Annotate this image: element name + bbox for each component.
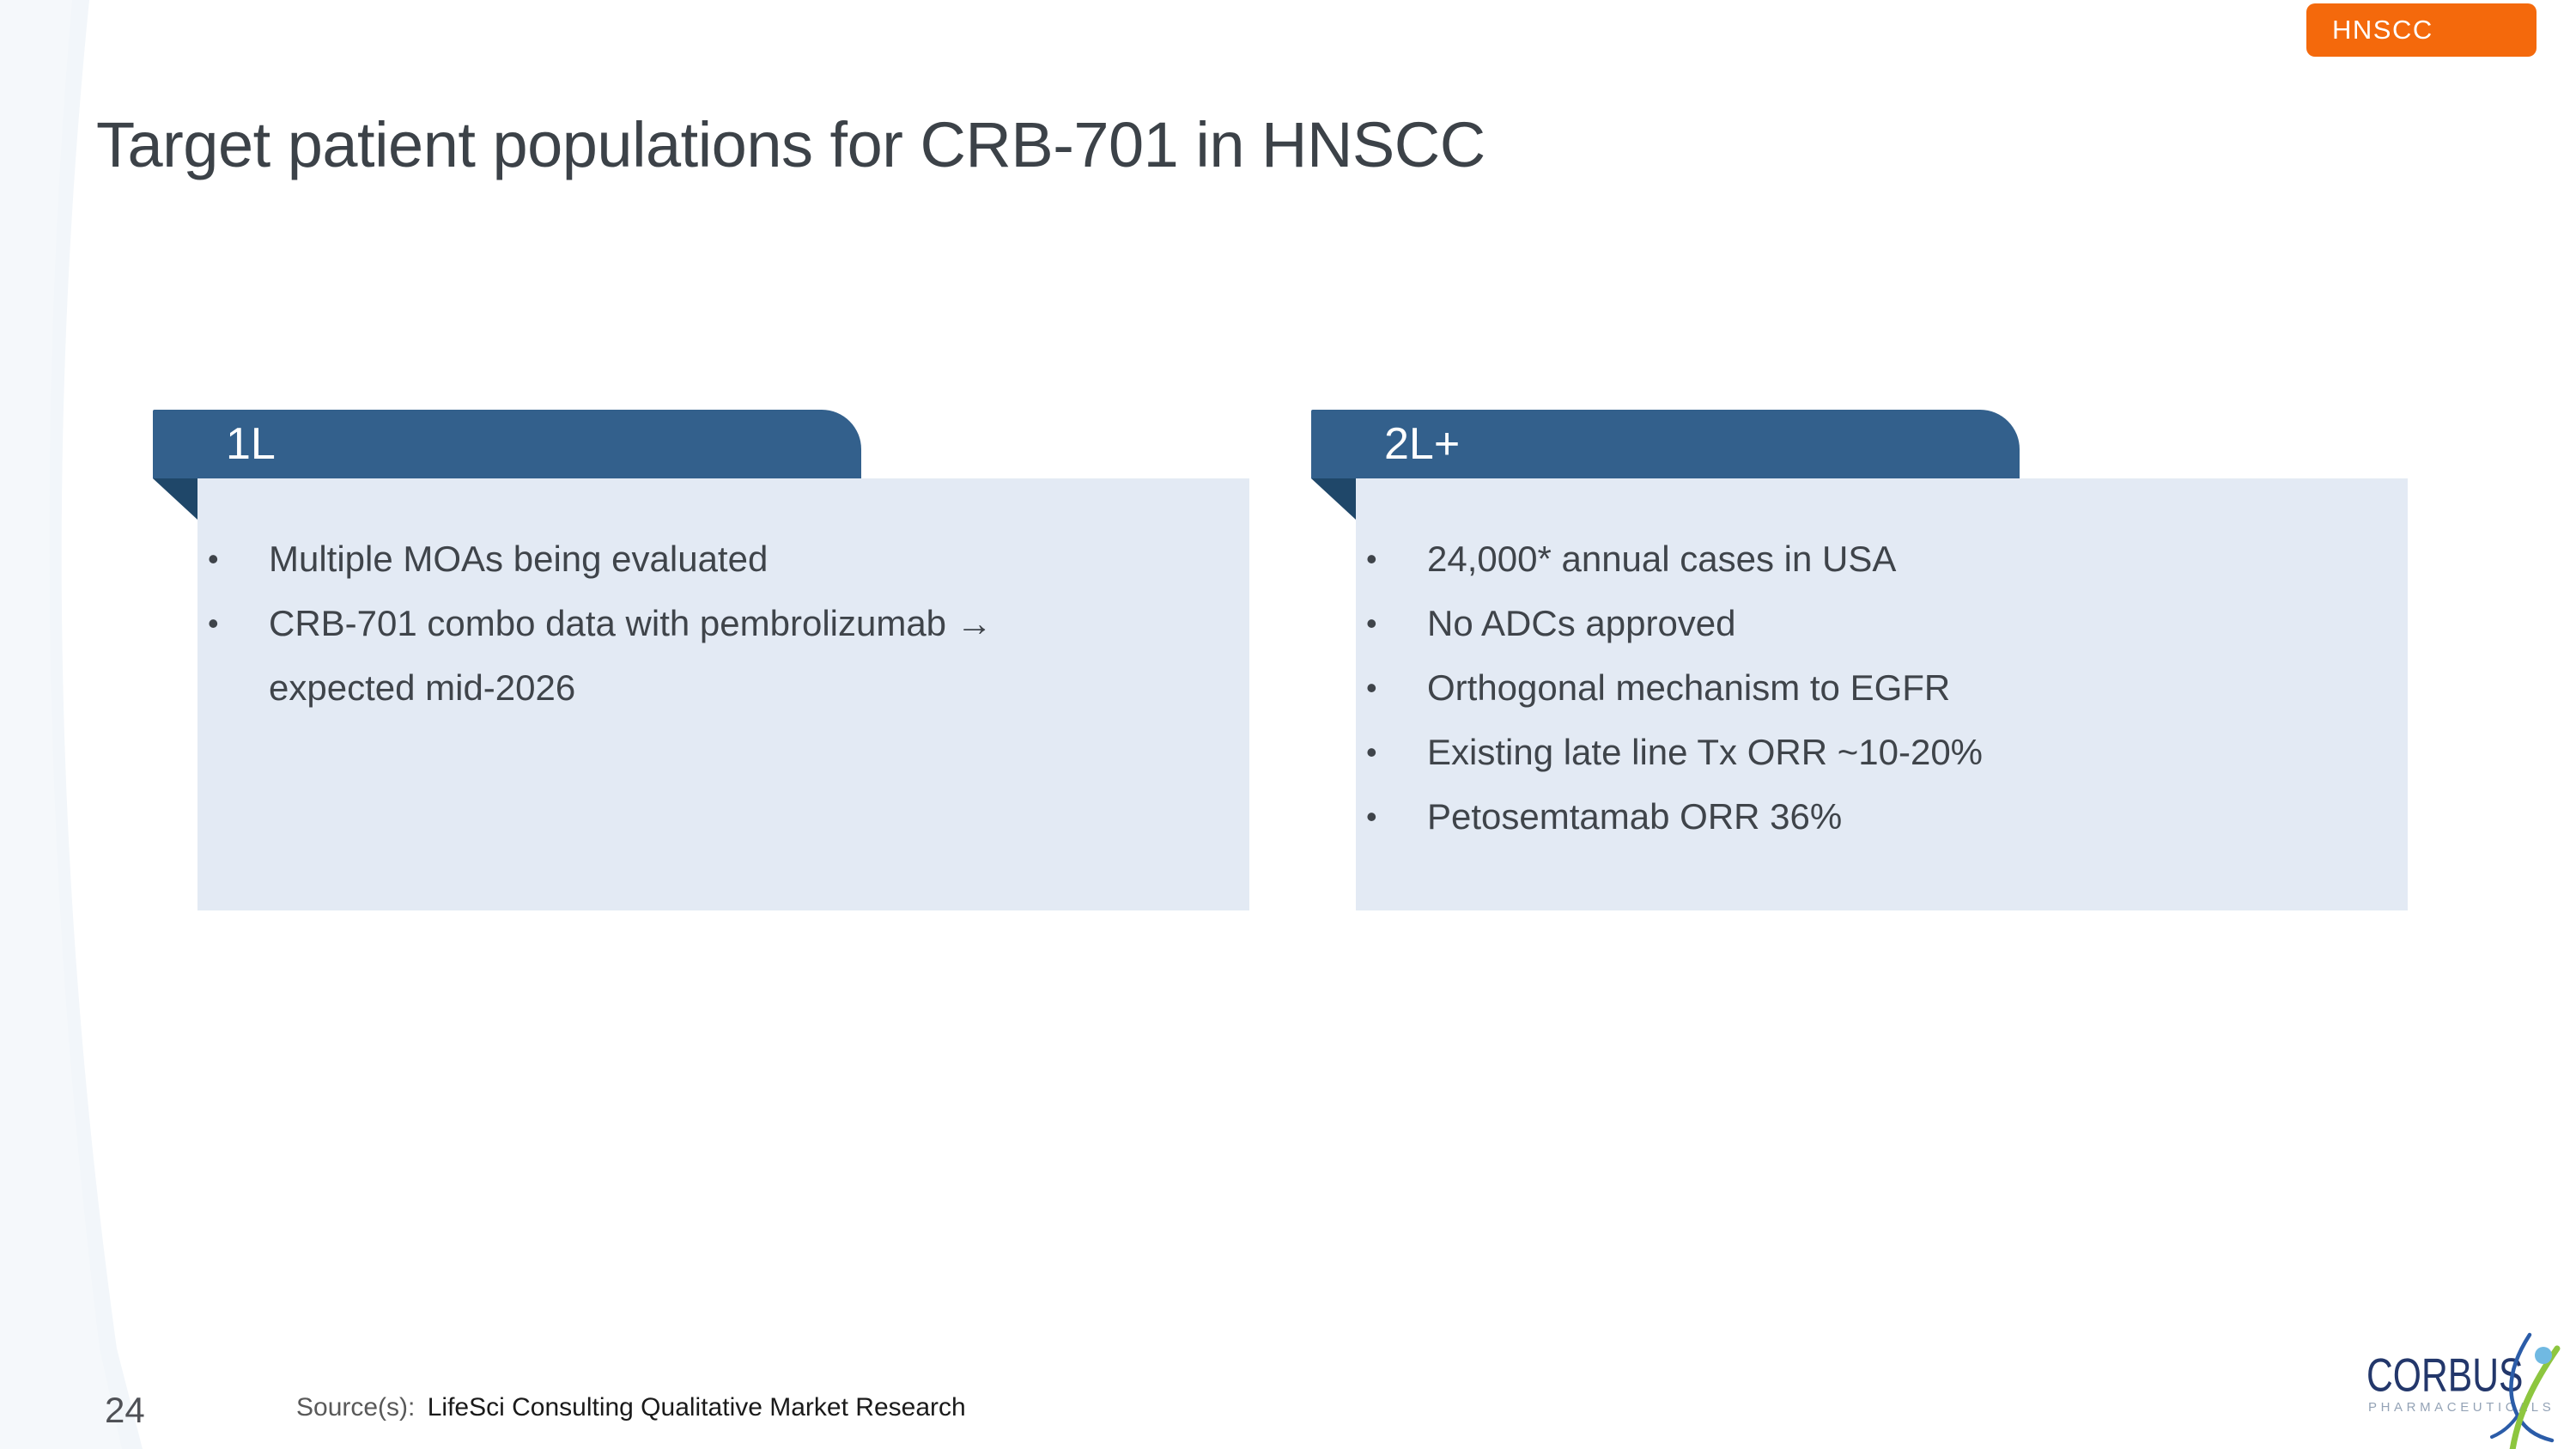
corbus-figure-icon	[2490, 1332, 2561, 1449]
tab-header-1l-label: 1L	[226, 419, 276, 469]
corbus-subtitle: PHARMACEUTICALS	[2368, 1400, 2555, 1415]
bullet-item: • Petosemtamab ORR 36%	[1356, 784, 2382, 849]
bullet-item: • No ADCs approved	[1356, 591, 2382, 655]
source-prefix: Source(s):	[296, 1393, 422, 1422]
source-line: Source(s): LifeSci Consulting Qualitativ…	[296, 1393, 966, 1422]
tab-header-2l: 2L+	[1311, 410, 2020, 478]
bullet-text: CRB-701 combo data with pembrolizumab → …	[269, 603, 993, 708]
fold-triangle-2l	[1311, 478, 1356, 520]
hnscc-tag: HNSCC	[2306, 3, 2537, 57]
bullet-dot: •	[208, 541, 219, 576]
bullet-text: Existing late line Tx ORR ~10-20%	[1427, 732, 1984, 772]
bullet-dot: •	[1366, 541, 1377, 576]
bullet-item: • Existing late line Tx ORR ~10-20%	[1356, 720, 2382, 784]
bullet-text: Orthogonal mechanism to EGFR	[1427, 667, 1951, 708]
bullet-text: Multiple MOAs being evaluated	[269, 539, 769, 579]
hnscc-tag-label: HNSCC	[2332, 15, 2433, 45]
bullet-dot: •	[1366, 734, 1377, 770]
bullet-item: • 24,000* annual cases in USA	[1356, 527, 2382, 591]
tab-header-2l-label: 2L+	[1384, 419, 1461, 469]
bullet-dot: •	[208, 606, 219, 641]
corbus-wordmark: CORBUS	[2366, 1349, 2524, 1402]
panel-1l: • Multiple MOAs being evaluated • CRB-70…	[197, 478, 1249, 910]
bullet-item: • Multiple MOAs being evaluated	[197, 527, 1224, 591]
bullet-item: • CRB-701 combo data with pembrolizumab …	[197, 591, 1224, 720]
corbus-logo: CORBUS PHARMACEUTICALS	[2366, 1332, 2564, 1449]
bullet-text: Petosemtamab ORR 36%	[1427, 796, 1843, 837]
source-text: LifeSci Consulting Qualitative Market Re…	[427, 1393, 966, 1422]
slide-title: Target patient populations for CRB-701 i…	[96, 109, 1485, 180]
bullet-dot: •	[1366, 670, 1377, 705]
bullet-dot: •	[1366, 799, 1377, 834]
bullet-text: No ADCs approved	[1427, 603, 1736, 643]
panel-2l: • 24,000* annual cases in USA • No ADCs …	[1356, 478, 2408, 910]
bullet-text: 24,000* annual cases in USA	[1427, 539, 1897, 579]
tab-header-1l: 1L	[153, 410, 861, 478]
fold-triangle-1l	[153, 478, 197, 520]
page-number: 24	[105, 1390, 145, 1430]
background-swoosh	[0, 0, 143, 1449]
bullet-dot: •	[1366, 606, 1377, 641]
bullet-item: • Orthogonal mechanism to EGFR	[1356, 655, 2382, 720]
